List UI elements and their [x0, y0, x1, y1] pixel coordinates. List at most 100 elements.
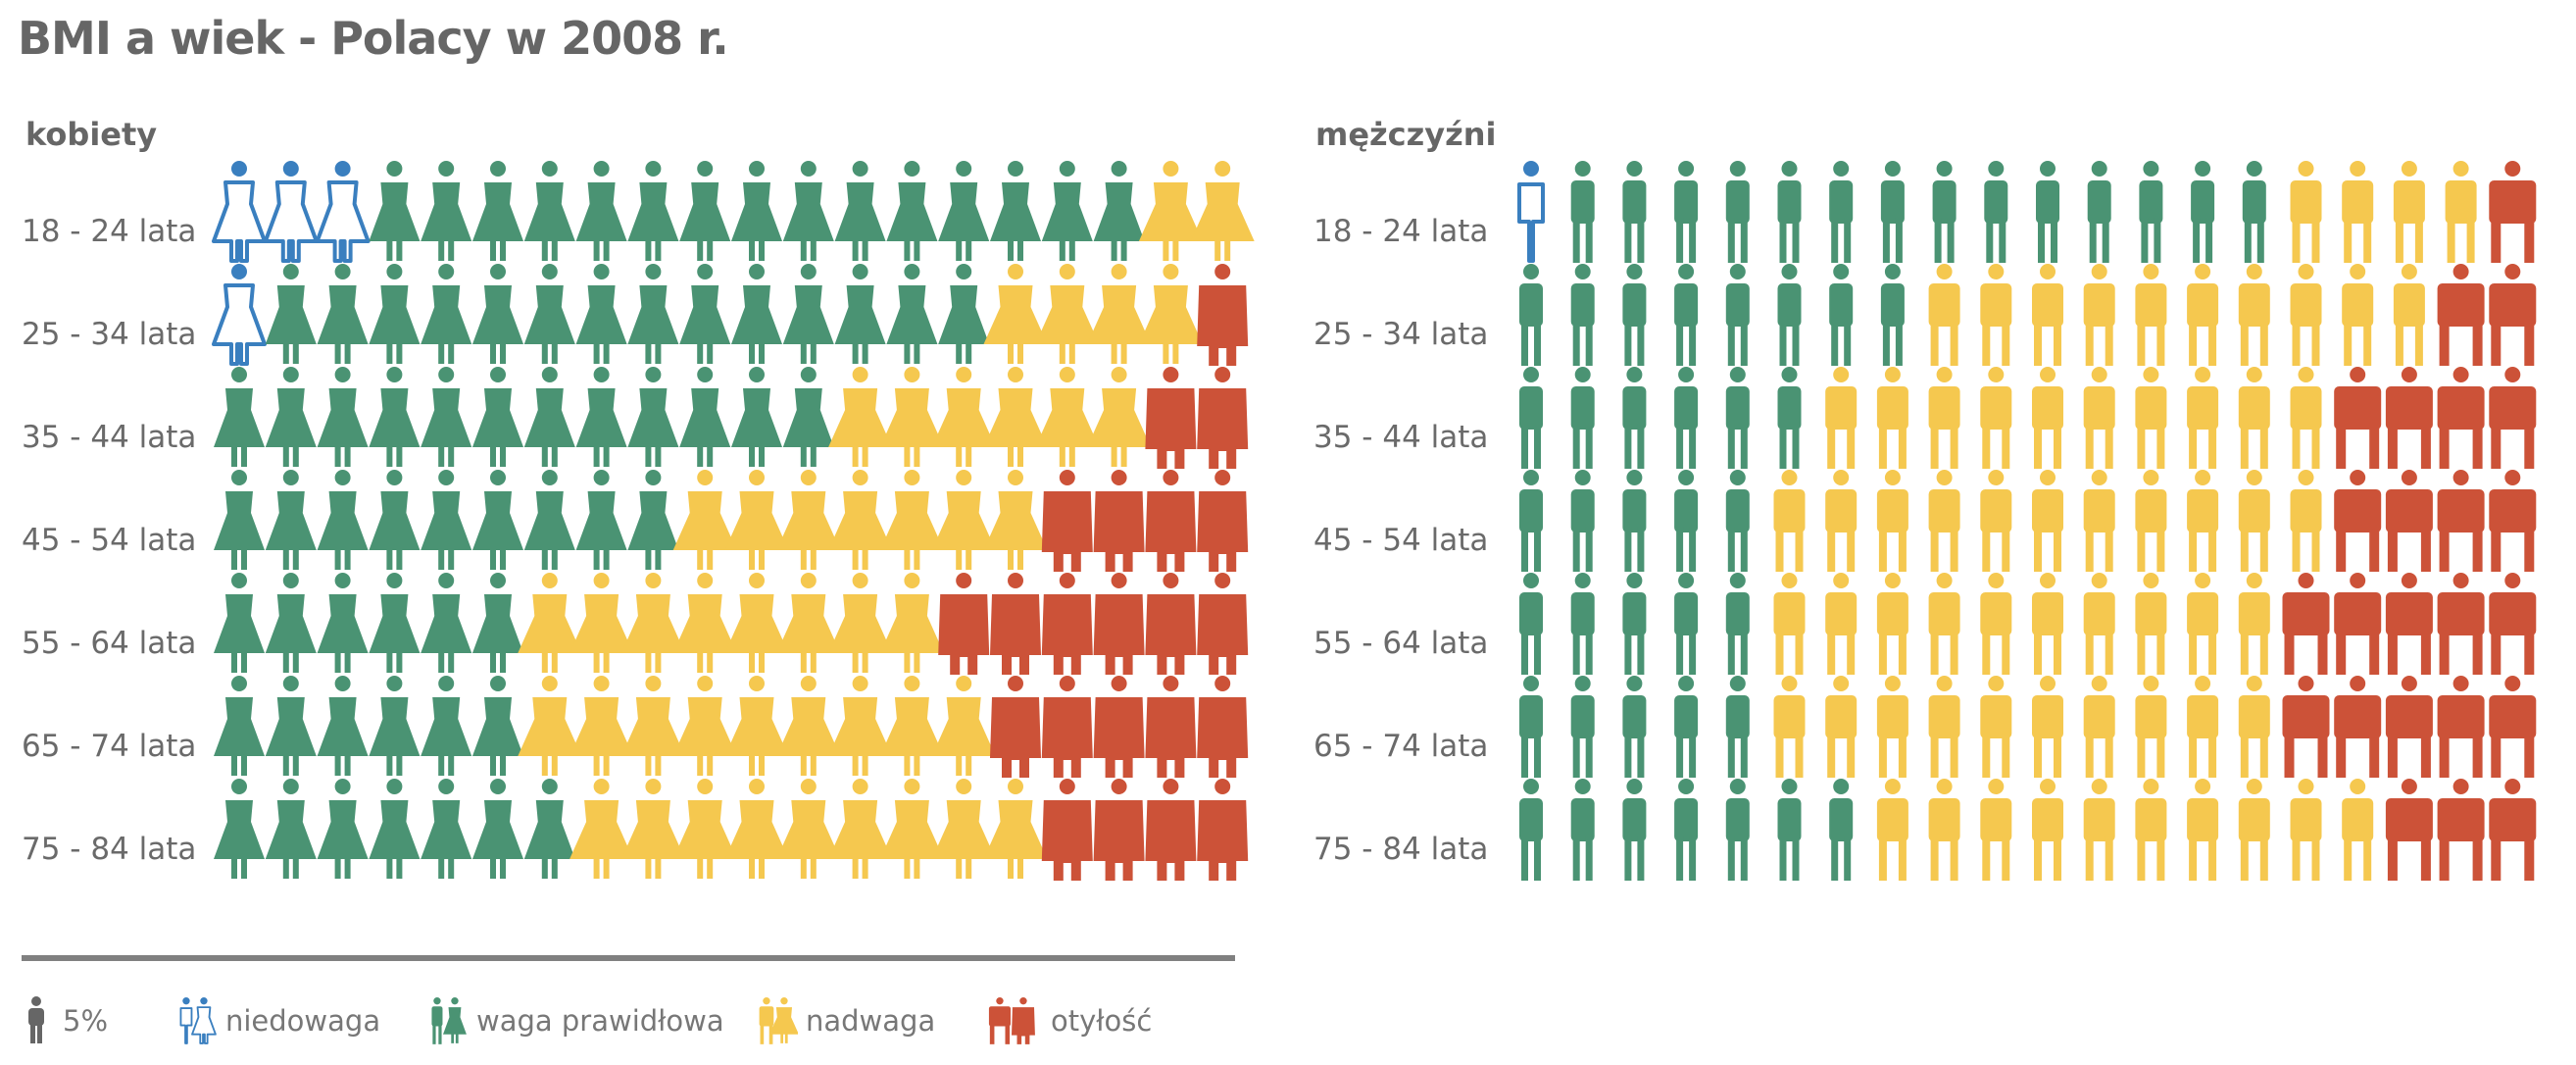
figure-male-normal — [2087, 161, 2111, 263]
figure-female-overweight — [879, 470, 944, 570]
figure-female-normal — [317, 264, 369, 364]
figure-female-normal — [523, 161, 575, 261]
figure-male-normal — [2242, 161, 2266, 263]
overweight-couple-icon — [759, 997, 798, 1044]
figure-male-overweight — [2032, 367, 2063, 469]
legend-item-overweight: nadwaga — [755, 996, 935, 1045]
figure-female-normal — [472, 161, 523, 261]
figure-male-obese — [2437, 264, 2485, 366]
figure-female-normal — [265, 573, 317, 673]
figure-female-overweight — [672, 470, 737, 570]
figure-female-overweight — [879, 779, 944, 879]
figure-female-obese — [1041, 779, 1093, 881]
figure-female-normal — [886, 161, 938, 261]
figure-male-normal — [1880, 161, 1905, 263]
figure-female-normal — [627, 161, 679, 261]
figure-female-normal — [472, 264, 523, 364]
figure-male-normal — [1622, 779, 1647, 881]
figure-male-overweight — [2032, 264, 2063, 366]
figure-male-normal — [1674, 470, 1699, 572]
figure-male-normal — [1622, 676, 1647, 778]
figure-male-normal — [1725, 264, 1750, 366]
row-label: 18 - 24 lata — [22, 214, 196, 249]
figure-male-overweight — [1773, 470, 1806, 572]
figure-female-underweight — [212, 161, 267, 263]
figure-female-normal — [938, 161, 990, 261]
figure-female-overweight — [570, 573, 634, 673]
row-label: 55 - 64 lata — [1313, 626, 1488, 661]
figure-female-normal — [421, 367, 472, 467]
figure-female-obese — [1145, 676, 1197, 778]
figure-female-obese — [1197, 470, 1249, 572]
row-label: 65 - 74 lata — [22, 729, 196, 764]
figure-male-obese — [2489, 264, 2537, 366]
figure-male-obese — [2282, 676, 2330, 778]
figure-female-overweight — [620, 573, 685, 673]
obese-couple-icon — [988, 997, 1035, 1044]
legend-label-overweight: nadwaga — [806, 1004, 936, 1038]
figure-male-normal — [1570, 676, 1595, 778]
figure-male-normal — [1622, 367, 1647, 469]
figure-female-overweight — [983, 779, 1048, 879]
figure-male-overweight — [1928, 573, 1960, 675]
figure-male-normal — [1674, 264, 1699, 366]
figure-male-overweight — [1876, 779, 1908, 881]
figure-male-normal — [1622, 264, 1647, 366]
figure-male-normal — [1519, 779, 1543, 881]
figure-male-obese — [2489, 161, 2537, 263]
figure-male-obese — [2334, 470, 2382, 572]
figure-female-obese — [990, 573, 1041, 675]
figure-male-overweight — [1825, 470, 1858, 572]
figure-male-obese — [2437, 470, 2485, 572]
figure-male-overweight — [2083, 264, 2115, 366]
figure-female-obese — [990, 676, 1041, 778]
figure-female-normal — [523, 470, 575, 570]
figure-female-overweight — [931, 367, 996, 467]
figure-female-normal — [575, 367, 627, 467]
figure-female-overweight — [518, 573, 582, 673]
figure-male-overweight — [1928, 264, 1960, 366]
figure-female-normal — [575, 470, 627, 570]
figure-female-normal — [421, 470, 472, 570]
unit-person-icon — [28, 996, 44, 1043]
figure-female-obese — [938, 573, 990, 675]
figure-female-normal — [265, 367, 317, 467]
figure-female-normal — [472, 573, 523, 673]
figure-female-overweight — [983, 470, 1048, 570]
figure-female-overweight — [931, 676, 996, 776]
figure-male-overweight — [1980, 264, 2012, 366]
figure-male-normal — [1570, 367, 1595, 469]
figure-female-normal — [214, 367, 265, 467]
figure-male-overweight — [1980, 367, 2012, 469]
figure-female-obese — [1145, 367, 1197, 469]
figure-male-overweight — [1980, 779, 2012, 881]
figure-female-normal — [575, 161, 627, 261]
figure-male-obese — [2385, 573, 2433, 675]
figure-female-normal — [472, 676, 523, 776]
figure-male-overweight — [2187, 676, 2219, 778]
figure-male-overweight — [2135, 676, 2167, 778]
figure-female-normal — [782, 367, 834, 467]
figure-female-overweight — [828, 573, 893, 673]
figure-female-normal — [731, 161, 782, 261]
figure-male-overweight — [2135, 470, 2167, 572]
figure-female-overweight — [828, 676, 893, 776]
legend-item-underweight: niedowaga — [174, 996, 380, 1045]
figure-male-overweight — [2032, 779, 2063, 881]
figure-female-normal — [214, 470, 265, 570]
figure-male-normal — [1725, 161, 1750, 263]
figure-female-obese — [1041, 676, 1093, 778]
figure-female-normal — [990, 161, 1041, 261]
figure-male-obese — [2334, 367, 2382, 469]
figure-female-normal — [317, 779, 369, 879]
figure-male-overweight — [2342, 779, 2374, 881]
row-label: 35 - 44 lata — [22, 420, 196, 455]
figure-male-overweight — [1980, 676, 2012, 778]
row-label: 55 - 64 lata — [22, 626, 196, 661]
normal-weight-couple-icon — [431, 997, 467, 1044]
figure-female-overweight — [879, 676, 944, 776]
figure-male-overweight — [2393, 161, 2425, 263]
figure-female-normal — [421, 676, 472, 776]
figure-female-normal — [1093, 161, 1145, 261]
figure-female-normal — [265, 264, 317, 364]
